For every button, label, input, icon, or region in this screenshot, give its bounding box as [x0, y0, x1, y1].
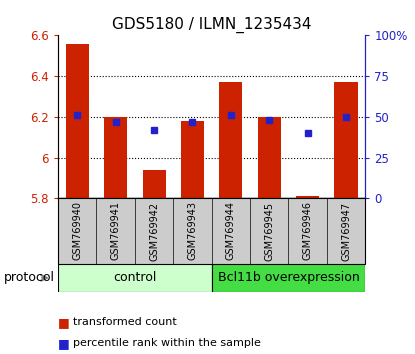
Bar	[143, 170, 166, 198]
Text: GSM769941: GSM769941	[111, 201, 121, 261]
Bar	[296, 196, 319, 198]
Text: protocol: protocol	[4, 272, 55, 284]
Text: GSM769947: GSM769947	[341, 201, 351, 261]
Text: percentile rank within the sample: percentile rank within the sample	[73, 338, 261, 348]
Text: GSM769942: GSM769942	[149, 201, 159, 261]
Title: GDS5180 / ILMN_1235434: GDS5180 / ILMN_1235434	[112, 16, 311, 33]
Text: GSM769946: GSM769946	[303, 201, 312, 261]
Text: GSM769945: GSM769945	[264, 201, 274, 261]
Bar	[220, 82, 242, 198]
Bar	[181, 121, 204, 198]
Text: ■: ■	[58, 337, 70, 350]
Text: GSM769943: GSM769943	[188, 201, 198, 261]
Bar	[66, 44, 89, 198]
Text: GSM769940: GSM769940	[72, 201, 82, 261]
Text: GSM769944: GSM769944	[226, 201, 236, 261]
Text: control: control	[113, 272, 156, 284]
Bar	[58, 264, 212, 292]
Text: Bcl11b overexpression: Bcl11b overexpression	[217, 272, 359, 284]
Bar	[258, 117, 281, 198]
Bar	[212, 264, 365, 292]
Text: ■: ■	[58, 316, 70, 329]
Bar	[334, 82, 357, 198]
Bar	[104, 117, 127, 198]
Text: transformed count: transformed count	[73, 317, 176, 327]
